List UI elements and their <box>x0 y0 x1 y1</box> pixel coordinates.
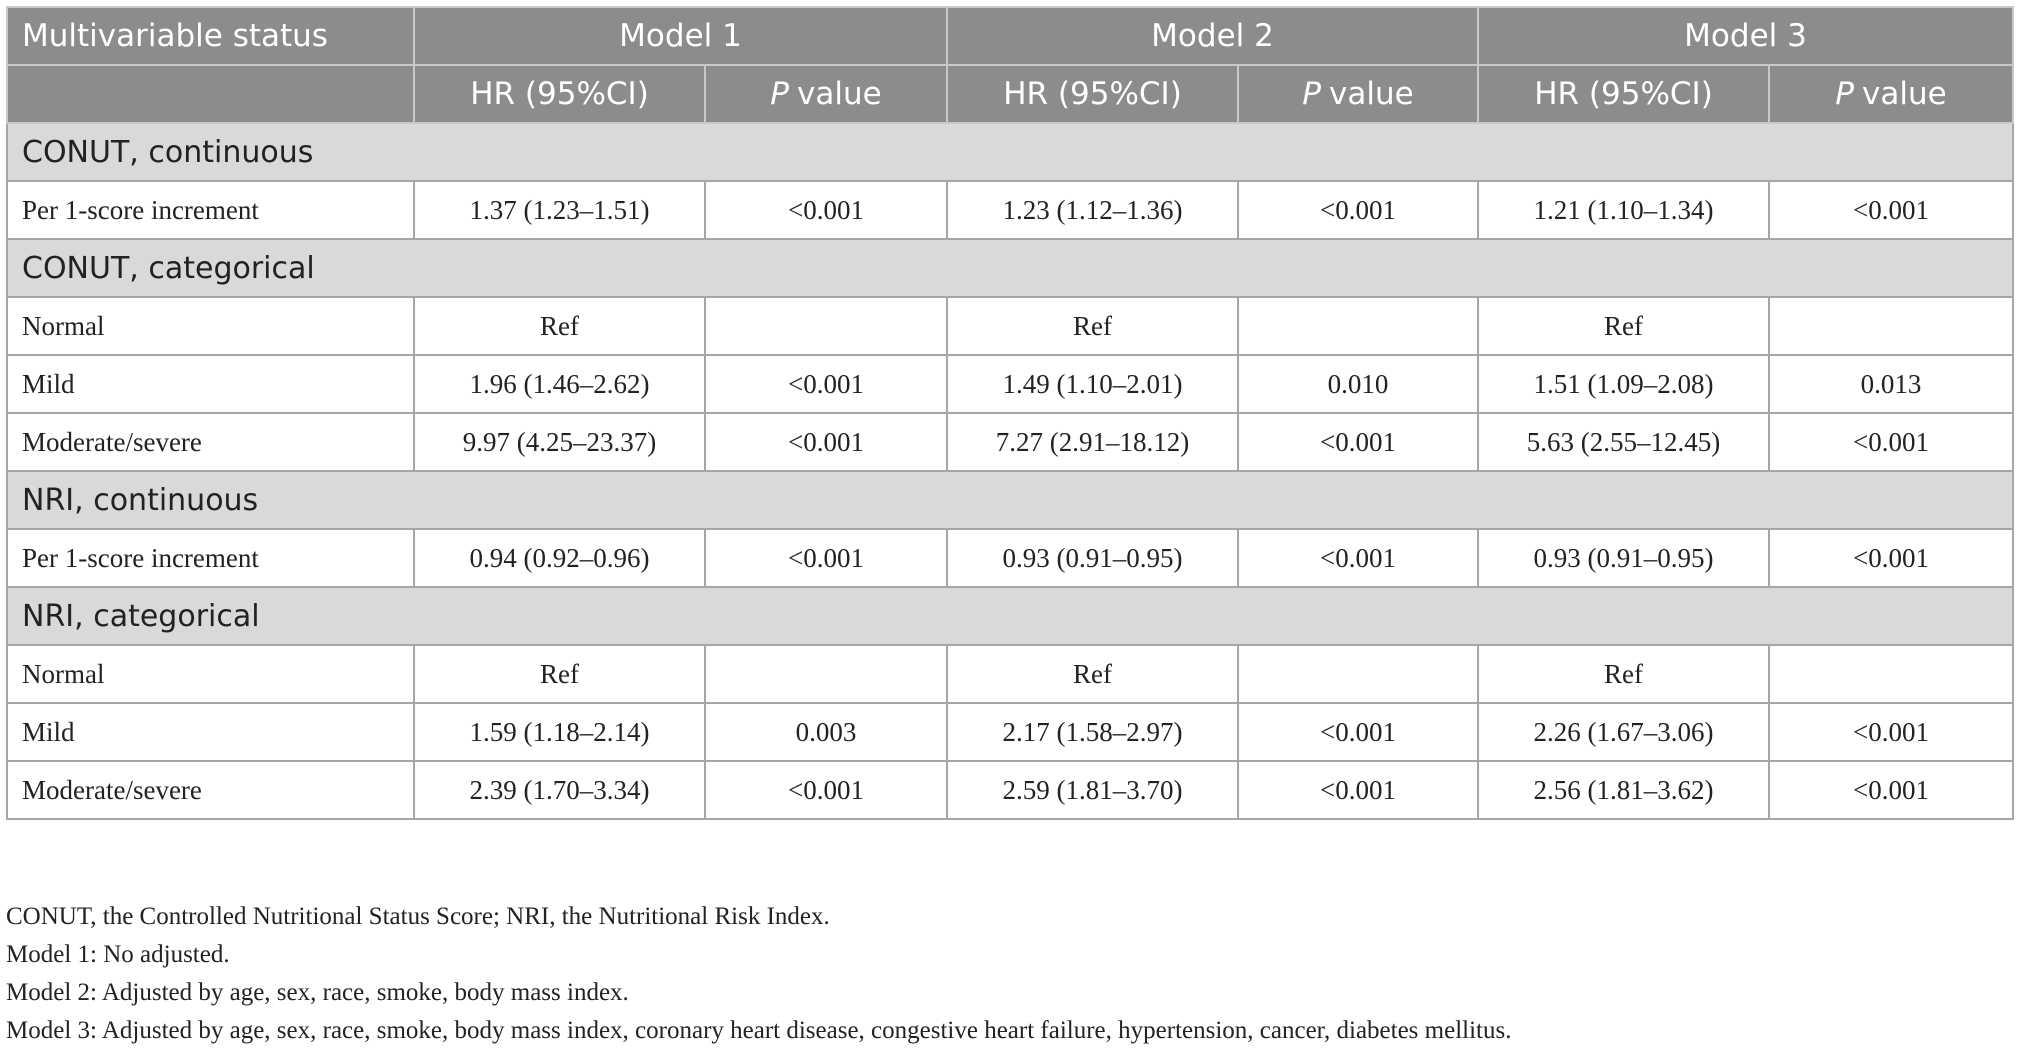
data-row: Moderate/severe 2.39 (1.70–3.34) <0.001 2.5… <box>6 760 2014 820</box>
results-table: Multivariable status Model 1 Model 2 Model … <box>6 6 2014 820</box>
subheader: HR (95%CI) <box>946 64 1239 124</box>
section-title: NRI, continuous <box>6 470 2014 530</box>
data-cell: 2.59 (1.81–3.70) <box>946 760 1239 820</box>
section-row: NRI, continuous <box>6 470 2014 530</box>
section-title: NRI, categorical <box>6 586 2014 646</box>
data-cell: <0.001 <box>704 354 948 414</box>
row-label: Moderate/severe <box>6 760 415 820</box>
subheader-text: value <box>1862 76 1947 112</box>
italic-text: P <box>770 76 789 112</box>
data-cell: 2.26 (1.67–3.06) <box>1477 702 1770 762</box>
data-cell: 1.21 (1.10–1.34) <box>1477 180 1770 240</box>
data-cell: 1.37 (1.23–1.51) <box>413 180 706 240</box>
header-row: Multivariable status Model 1 Model 2 Model … <box>6 6 2014 66</box>
data-cell: Ref <box>1477 296 1770 356</box>
data-cell <box>704 644 948 704</box>
section-row: CONUT, categorical <box>6 238 2014 298</box>
data-cell: <0.001 <box>1768 180 2014 240</box>
data-cell: Ref <box>946 644 1239 704</box>
data-cell: 5.63 (2.55–12.45) <box>1477 412 1770 472</box>
subheader: HR (95%CI) <box>1477 64 1770 124</box>
data-cell: <0.001 <box>704 760 948 820</box>
section-row: CONUT, continuous <box>6 122 2014 182</box>
model-header: Model 2 <box>946 6 1479 66</box>
data-cell <box>704 296 948 356</box>
data-row: Normal Ref Ref Ref <box>6 644 2014 704</box>
section-title: CONUT, categorical <box>6 238 2014 298</box>
data-cell: 0.010 <box>1237 354 1479 414</box>
data-row: Mild 1.59 (1.18–2.14) 0.003 2.17 (1.58–2.97… <box>6 702 2014 762</box>
footnote: Model 3: Adjusted by age, sex, race, smo… <box>6 1017 1512 1044</box>
italic-text: P <box>1835 76 1854 112</box>
row-label: Mild <box>6 354 415 414</box>
row-label: Per 1-score increment <box>6 180 415 240</box>
data-row: Mild 1.96 (1.46–2.62) <0.001 1.49 (1.10–2.0… <box>6 354 2014 414</box>
data-cell: 2.56 (1.81–3.62) <box>1477 760 1770 820</box>
data-cell: 2.17 (1.58–2.97) <box>946 702 1239 762</box>
data-row: Normal Ref Ref Ref <box>6 296 2014 356</box>
row-label: Per 1-score increment <box>6 528 415 588</box>
data-cell: 0.93 (0.91–0.95) <box>946 528 1239 588</box>
data-cell <box>1237 296 1479 356</box>
header-cell: Multivariable status <box>6 6 415 66</box>
model-header: Model 3 <box>1477 6 2014 66</box>
data-cell: <0.001 <box>1768 760 2014 820</box>
data-cell: 0.94 (0.92–0.96) <box>413 528 706 588</box>
data-cell: 0.013 <box>1768 354 2014 414</box>
section-title: CONUT, continuous <box>6 122 2014 182</box>
row-label: Moderate/severe <box>6 412 415 472</box>
data-cell: 2.39 (1.70–3.34) <box>413 760 706 820</box>
data-cell: <0.001 <box>704 180 948 240</box>
data-cell: 1.59 (1.18–2.14) <box>413 702 706 762</box>
data-cell: <0.001 <box>1237 528 1479 588</box>
data-cell <box>1768 296 2014 356</box>
footnote: Model 1: No adjusted. <box>6 941 230 968</box>
data-cell: 1.51 (1.09–2.08) <box>1477 354 1770 414</box>
data-cell: <0.001 <box>1237 412 1479 472</box>
data-cell <box>1237 644 1479 704</box>
footnote: CONUT, the Controlled Nutritional Status… <box>6 903 830 930</box>
data-cell: 1.49 (1.10–2.01) <box>946 354 1239 414</box>
italic-text: P <box>1302 76 1321 112</box>
section-row: NRI, categorical <box>6 586 2014 646</box>
data-cell: Ref <box>413 296 706 356</box>
data-cell: <0.001 <box>1768 702 2014 762</box>
data-row: Per 1-score increment 0.94 (0.92–0.96) <0.… <box>6 528 2014 588</box>
subheader-text: value <box>1329 76 1414 112</box>
model-header: Model 1 <box>413 6 948 66</box>
data-row: Moderate/severe 9.97 (4.25–23.37) <0.001 7.… <box>6 412 2014 472</box>
data-cell: <0.001 <box>1237 180 1479 240</box>
data-cell: Ref <box>946 296 1239 356</box>
data-cell: 1.96 (1.46–2.62) <box>413 354 706 414</box>
data-cell: 7.27 (2.91–18.12) <box>946 412 1239 472</box>
data-cell: 0.003 <box>704 702 948 762</box>
data-cell: Ref <box>413 644 706 704</box>
subheader: HR (95%CI) <box>413 64 706 124</box>
header-cell <box>6 64 415 124</box>
row-label: Mild <box>6 702 415 762</box>
footnote: Model 2: Adjusted by age, sex, race, smo… <box>6 979 629 1006</box>
data-cell: <0.001 <box>704 528 948 588</box>
row-label: Normal <box>6 644 415 704</box>
data-cell: <0.001 <box>704 412 948 472</box>
data-cell: <0.001 <box>1237 702 1479 762</box>
data-cell: 9.97 (4.25–23.37) <box>413 412 706 472</box>
data-row: Per 1-score increment 1.37 (1.23–1.51) <0.… <box>6 180 2014 240</box>
data-cell: <0.001 <box>1237 760 1479 820</box>
data-cell: <0.001 <box>1768 528 2014 588</box>
data-cell: 1.23 (1.12–1.36) <box>946 180 1239 240</box>
data-cell: Ref <box>1477 644 1770 704</box>
row-label: Normal <box>6 296 415 356</box>
data-cell <box>1768 644 2014 704</box>
footnotes: CONUT, the Controlled Nutritional Status… <box>6 898 1511 1050</box>
data-cell: 0.93 (0.91–0.95) <box>1477 528 1770 588</box>
data-cell: <0.001 <box>1768 412 2014 472</box>
subheader-text: value <box>797 76 882 112</box>
